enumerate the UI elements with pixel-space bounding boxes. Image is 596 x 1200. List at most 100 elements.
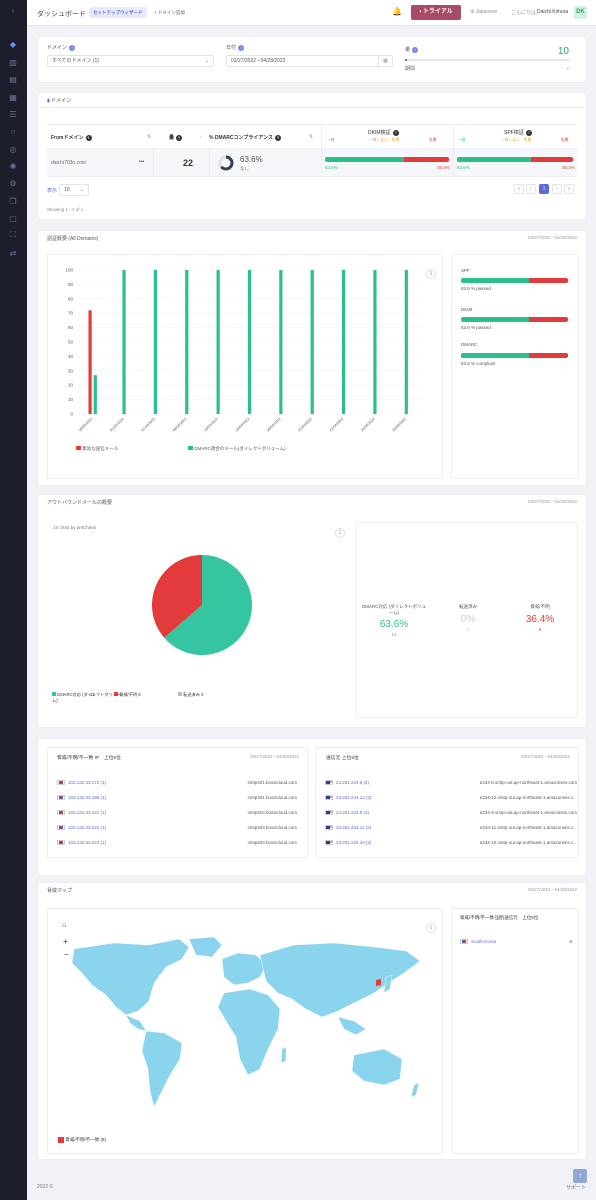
page-prev[interactable]: ‹ xyxy=(526,184,536,194)
language-selector[interactable]: ⊕ Japanese xyxy=(470,9,497,15)
col-dkim[interactable]: DKIM検証? xyxy=(368,129,399,136)
sort-desc-icon[interactable]: ↓ xyxy=(199,134,202,140)
country-row[interactable]: South Korea 8 xyxy=(460,939,572,945)
page-1[interactable]: 1 xyxy=(539,184,549,194)
page-last[interactable]: » xyxy=(564,184,574,194)
report-icon[interactable]: ▤ xyxy=(9,74,17,84)
setup-wizard-button[interactable]: セットアップウィザード xyxy=(89,7,147,18)
outbound-card: アウトバウンドメールの概要 03/27/2022 - 04/28/2022 JS… xyxy=(37,494,587,728)
info-icon[interactable]: i xyxy=(412,46,419,53)
chart-icon[interactable]: ▥ xyxy=(9,57,17,67)
legend-compliant[interactable]: DMARC適合のメール(ダイレクトボリューム) xyxy=(188,446,286,452)
link-icon[interactable]: ⇄ xyxy=(9,248,17,258)
new-zealand[interactable] xyxy=(410,1082,420,1098)
ip-address[interactable]: 23.251.234.10 (2) xyxy=(336,840,372,845)
map-legend[interactable]: 脅威/不明/不一致 (8) xyxy=(58,1137,106,1143)
page-size-select[interactable]: 10 ⌄ xyxy=(59,184,89,196)
legend-pie-compliant[interactable]: DMARC対応 (ダイレクトボリューム) 14 xyxy=(52,692,122,703)
copy-icon[interactable]: ❐ xyxy=(9,196,17,206)
europe[interactable] xyxy=(221,952,267,986)
page-first[interactable]: « xyxy=(514,184,524,194)
greenland[interactable] xyxy=(188,937,223,958)
legend-pie-threat[interactable]: 脅威/不明 8 xyxy=(114,692,141,698)
ip-address[interactable]: 23.251.234.9 (3) xyxy=(336,810,370,815)
dashboard-icon[interactable]: ◆ xyxy=(9,39,17,49)
list-item[interactable]: 23.251.234.9 (3) e234-9.smtp-out.ap-north… xyxy=(325,810,587,816)
collapse-icon[interactable]: › xyxy=(11,5,15,15)
dkim-fail: 36.4% xyxy=(437,165,450,170)
sort-icon[interactable]: ⇅ xyxy=(309,134,314,140)
list-item[interactable]: 23.251.234.12 (3) e234-12.smtp-out.ap-nor… xyxy=(325,795,587,801)
expand-icon[interactable]: ⛶ xyxy=(10,230,16,239)
zoom-in-icon[interactable]: + xyxy=(63,937,68,946)
support-link[interactable]: サポート xyxy=(566,1185,587,1191)
gear-icon[interactable]: ⚙ xyxy=(9,178,17,188)
col-dmarc[interactable]: % DMARCコンプライアンス? xyxy=(209,134,281,141)
list-icon[interactable]: ☰ xyxy=(9,109,17,119)
ip-address[interactable]: 103.132.33.185 (1) xyxy=(68,795,107,800)
madagascar[interactable] xyxy=(280,1046,287,1064)
date-range-input[interactable]: 03/27/2022 - 04/28/2022 ▦ xyxy=(226,55,393,67)
col-spf[interactable]: SPF検証? xyxy=(504,129,532,136)
ip-address[interactable]: 103.132.33.222 (1) xyxy=(68,825,107,830)
country-name[interactable]: South Korea xyxy=(471,939,497,944)
list-item[interactable]: 23.251.234.10 (2) e234-10.smtp-out.ap-nor… xyxy=(325,840,587,846)
row-menu-icon[interactable]: ••• xyxy=(139,159,145,165)
legend-pie-forwarded[interactable]: 転送済み 0 xyxy=(178,692,203,698)
dmarc-summary-bar xyxy=(461,353,568,358)
bell-icon[interactable]: 🔔 xyxy=(392,7,402,16)
ip-address[interactable]: 103.132.33.221 (1) xyxy=(68,810,107,815)
south-america[interactable] xyxy=(141,1030,183,1108)
download-icon[interactable]: ⇩ xyxy=(335,528,345,538)
southeast-asia[interactable] xyxy=(337,1016,367,1036)
domain-select[interactable]: すべてのドメイン (1) ⌄ xyxy=(47,55,214,67)
analytics-icon[interactable]: ▦ xyxy=(9,92,17,102)
avatar[interactable]: DK xyxy=(574,6,587,19)
zoom-out-icon[interactable]: − xyxy=(64,950,69,959)
table-row[interactable]: daichi703n.com ••• 22 63.6% なし 63.6% 36.… xyxy=(47,149,577,177)
list-item[interactable]: 23.251.234.8 (4) e234-8.smtp-out.ap-north… xyxy=(325,780,587,786)
africa[interactable] xyxy=(217,988,281,1076)
home-icon[interactable]: ⌂ xyxy=(62,922,67,929)
user-name[interactable]: Daichi Kimura xyxy=(537,9,569,15)
list-item[interactable]: 103.132.33.221 (1) smtp403.bossicloud.com xyxy=(57,810,316,816)
calendar-icon[interactable]: ▦ xyxy=(378,56,392,66)
list-item[interactable]: 103.132.33.222 (1) smtp403.bossicloud.com xyxy=(57,825,316,831)
ip-address[interactable]: 23.251.234.8 (4) xyxy=(336,780,370,785)
pie-slice-threat[interactable] xyxy=(152,555,202,638)
info-icon[interactable]: i xyxy=(238,44,245,51)
ip-address[interactable]: 23.251.234.11 (2) xyxy=(336,825,372,830)
frame-icon[interactable]: ▢ xyxy=(9,213,17,223)
shield-icon[interactable]: ○ xyxy=(10,126,16,136)
australia[interactable] xyxy=(351,1048,403,1086)
list-item[interactable]: 23.251.234.11 (2) e234-11.smtp-out.ap-nor… xyxy=(325,825,587,831)
japan[interactable] xyxy=(383,974,393,994)
list-item[interactable]: 103.132.33.172 (1) smtp401.bossicloud.com xyxy=(57,780,316,786)
ip-address[interactable]: 103.132.33.172 (1) xyxy=(68,780,107,785)
info-icon[interactable]: i xyxy=(69,44,76,51)
ip-address[interactable]: 23.251.234.12 (3) xyxy=(336,795,372,800)
legend-invalid[interactable]: 無効な送信メール xyxy=(76,446,118,452)
col-volume[interactable]: 量? xyxy=(169,134,183,141)
list-item[interactable]: 103.132.33.223 (1) smtp403.bossicloud.com xyxy=(57,840,316,846)
pie-slice-compliant[interactable] xyxy=(164,555,253,655)
flag-kr-icon xyxy=(57,795,65,801)
list-item[interactable]: 103.132.33.185 (1) smtp401.bossicloud.com xyxy=(57,795,316,801)
north-america[interactable] xyxy=(71,938,190,1016)
download-icon[interactable]: ⇩ xyxy=(426,269,436,279)
target-icon[interactable]: ◎ xyxy=(9,144,17,154)
trial-button[interactable]: › トライアル xyxy=(411,5,461,20)
ip-address[interactable]: 103.132.33.223 (1) xyxy=(68,840,107,845)
asia[interactable] xyxy=(259,942,421,1018)
settings-icon[interactable]: ✺ xyxy=(9,161,17,171)
col-from-domain[interactable]: Fromドメイン? xyxy=(51,134,92,141)
central-america[interactable] xyxy=(125,1014,147,1032)
download-icon[interactable]: ⇩ xyxy=(426,923,436,933)
row-domain[interactable]: daichi703n.com xyxy=(51,160,87,166)
sort-icon[interactable]: ⇅ xyxy=(147,134,152,140)
south-korea[interactable] xyxy=(376,979,381,986)
period-select[interactable]: 期間 ⌄ xyxy=(405,65,570,72)
add-domain-button[interactable]: + ドメイン追加 xyxy=(154,10,185,15)
page-next[interactable]: › xyxy=(552,184,562,194)
scroll-top-icon[interactable]: ↑ xyxy=(573,1169,587,1183)
